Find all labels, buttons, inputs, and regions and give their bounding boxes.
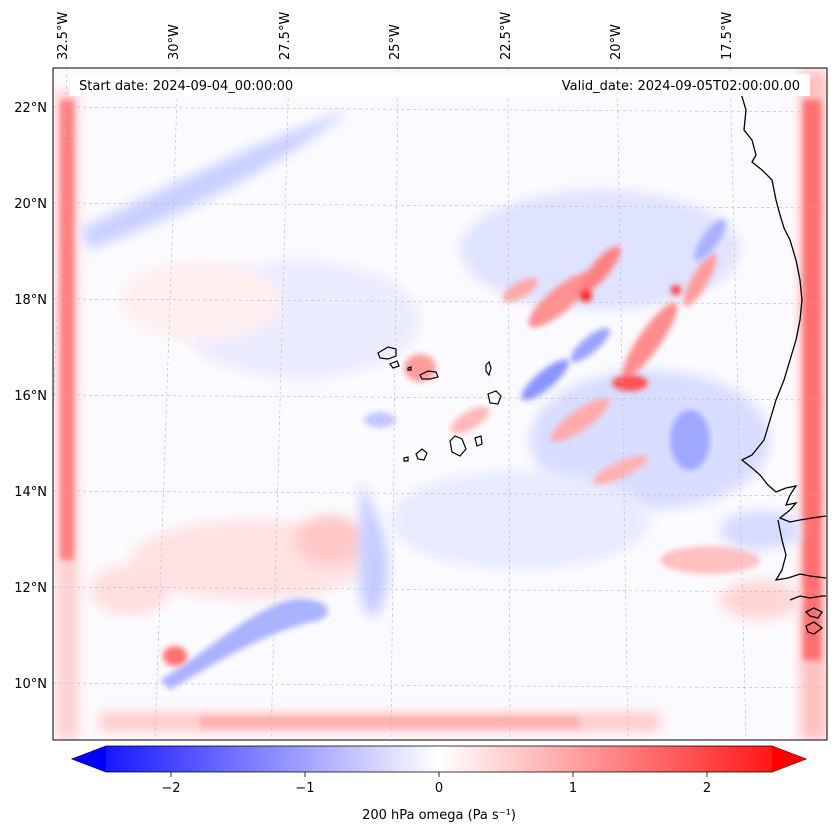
start-date-label: Start date: 2024-09-04_00:00:00 — [79, 79, 293, 94]
lon-label: 30°W — [167, 24, 182, 60]
lon-label: 17.5°W — [720, 12, 735, 60]
header-box — [70, 74, 810, 96]
lon-label: 32.5°W — [56, 12, 71, 60]
lon-label: 27.5°W — [278, 12, 293, 60]
lat-label: 18°N — [14, 293, 47, 308]
latitude-labels: 22°N 20°N 18°N 16°N 14°N 12°N 10°N — [14, 101, 47, 692]
longitude-labels: 32.5°W 30°W 27.5°W 25°W 22.5°W 20°W 17.5… — [56, 12, 735, 60]
lon-label: 22.5°W — [499, 12, 514, 60]
lat-label: 22°N — [14, 101, 47, 116]
lat-label: 16°N — [14, 389, 47, 404]
lat-label: 20°N — [14, 197, 47, 212]
lat-label: 12°N — [14, 581, 47, 596]
omega-field — [56, 70, 827, 740]
map-panel: Start date: 2024-09-04_00:00:00 Valid_da… — [52, 67, 828, 741]
colorbar-bar — [70, 745, 808, 773]
colorbar-tick-label: −2 — [161, 781, 180, 796]
lon-label: 25°W — [388, 24, 403, 60]
map-frame — [52, 67, 828, 741]
island-outlines — [377, 346, 502, 462]
colorbar-tick-label: 2 — [703, 781, 711, 796]
coastline — [739, 89, 827, 635]
lat-label: 14°N — [14, 485, 47, 500]
lat-label: 10°N — [14, 677, 47, 692]
colorbar: −2 −1 0 1 2 200 hPa omega (Pa s⁻¹) — [70, 745, 808, 823]
colorbar-ticks: −2 −1 0 1 2 — [161, 772, 711, 796]
colorbar-extend-high — [772, 746, 806, 772]
valid-date-label: Valid_date: 2024-09-05T02:00:00.00 — [562, 79, 800, 94]
colorbar-tick-label: 0 — [435, 781, 443, 796]
colorbar-extend-low — [72, 746, 106, 772]
colorbar-label: 200 hPa omega (Pa s⁻¹) — [362, 808, 516, 823]
lon-label: 20°W — [609, 24, 624, 60]
colorbar-tick-label: −1 — [295, 781, 314, 796]
colorbar-tick-label: 1 — [569, 781, 577, 796]
